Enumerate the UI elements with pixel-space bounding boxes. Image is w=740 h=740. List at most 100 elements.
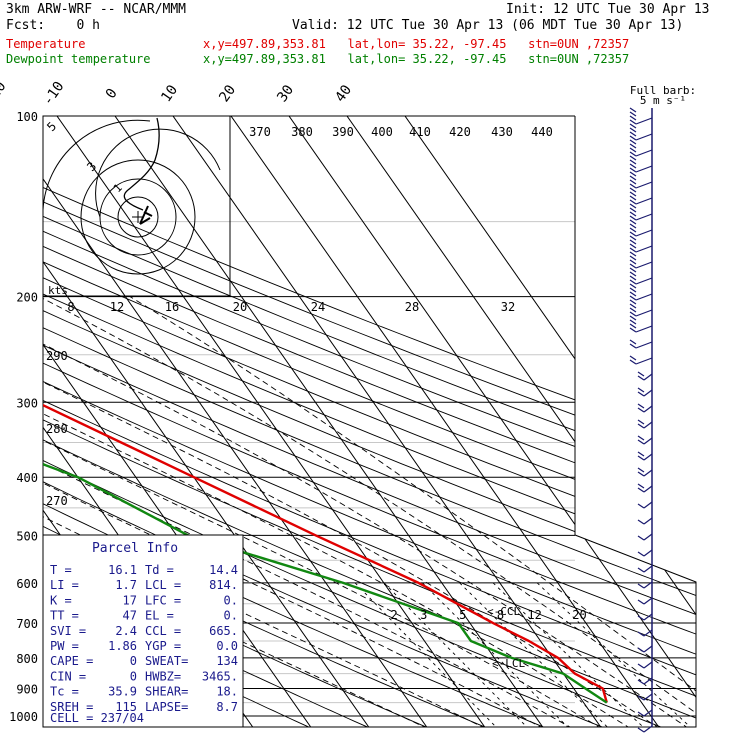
parcel-field-value: 1.7 [115, 578, 137, 592]
hodograph-outer-arc [42, 119, 221, 218]
wind-barb-title: Full barb: [630, 84, 696, 97]
temperature-tick-label: 40 [332, 82, 355, 105]
wind-barb [629, 339, 653, 349]
wind-barb [629, 219, 653, 237]
wind-barb [637, 419, 653, 429]
parcel-field-value: 0 [130, 654, 137, 668]
parcel-field-value: 0. [224, 609, 238, 623]
parcel-field-value: 3465. [202, 669, 238, 683]
parcel-field-value: 1.86 [108, 639, 137, 653]
parcel-field-value: 134 [216, 654, 238, 668]
dry-adiabat [43, 116, 696, 727]
isotherm-line [158, 116, 608, 727]
wind-barb [637, 451, 653, 461]
wind-barb [637, 501, 653, 509]
wind-barb [629, 251, 653, 269]
wind-barb [629, 139, 653, 157]
mixing-ratio-line [354, 582, 499, 727]
wind-barb [637, 549, 653, 557]
wind-barb [637, 435, 653, 445]
wind-barb [637, 661, 653, 669]
mixing-ratio-line [422, 582, 570, 727]
wind-barb [637, 565, 653, 573]
temperature-tick-label: 0 [103, 86, 121, 102]
wind-barb [637, 677, 653, 685]
parcel-cell: CELL = 237/04 [50, 711, 144, 725]
theta-label: 410 [409, 125, 431, 139]
dry-adiabat [43, 116, 696, 727]
wind-barb [629, 299, 653, 317]
parcel-field-value: 35.9 [108, 685, 137, 699]
wind-barb [637, 645, 653, 653]
wind-barb [637, 693, 653, 701]
valid-time: Valid: 12 UTC Tue 30 Apr 13 (06 MDT Tue … [292, 18, 684, 33]
hodograph-ring [117, 196, 159, 238]
temperature-tick-label: -10 [40, 79, 68, 109]
mixing-ratio-label: 20 [572, 608, 586, 622]
wind-barb [637, 517, 653, 525]
dry-adiabat [43, 116, 666, 727]
hodograph-speed-label: 32 [501, 300, 515, 314]
dry-adiabat [43, 116, 696, 727]
parcel-field-label: SREH = [50, 700, 93, 714]
mixing-ratio-line [492, 582, 646, 727]
wind-barb [629, 203, 653, 221]
parcel-field-label: YGP = [145, 639, 181, 653]
forecast-hour: Fcst: 0 h [6, 18, 100, 33]
pressure-tick-label: 300 [16, 396, 38, 410]
wind-barb [629, 355, 653, 365]
pressure-tick-label: 700 [16, 617, 38, 631]
wind-barb [637, 709, 653, 717]
wind-barb [629, 107, 653, 125]
hodograph-speed-label: 8 [67, 300, 74, 314]
parcel-field-label: EL = [145, 609, 174, 623]
mixing-ratio-label: 5 [459, 608, 466, 622]
parcel-field-value: 0.0 [216, 639, 238, 653]
isotherm-line [216, 116, 666, 727]
parcel-field-label: PW = [50, 639, 79, 653]
hodograph-speed-label: 12 [110, 300, 124, 314]
wind-barb [637, 371, 653, 381]
dry-adiabat [43, 116, 696, 727]
isotherm-line [0, 96, 27, 736]
model-title: 3km ARW-WRF -- NCAR/MMM [6, 2, 187, 17]
isotherm-line [274, 116, 696, 727]
wind-barb [629, 315, 653, 333]
pressure-tick-label: 900 [16, 683, 38, 697]
theta-label: 420 [449, 125, 471, 139]
wind-barb [637, 467, 653, 477]
moist-adiabat [43, 296, 545, 727]
isotherm-line [43, 116, 492, 727]
parcel-field-label: TT = [50, 609, 79, 623]
parcel-info-box [42, 534, 244, 728]
wind-barb [637, 581, 653, 589]
mixing-ratio-label: 8 [497, 608, 504, 622]
theta-side-label: 270 [46, 494, 68, 508]
mixing-ratio-line [459, 582, 610, 727]
parcel-field-label: CCL = [145, 624, 181, 638]
parcel-field-label: SHEAR= [145, 685, 188, 699]
hodograph-ring-label: 1 [111, 181, 125, 195]
isotherm-line [100, 116, 550, 727]
hodograph-speed-label: 16 [165, 300, 179, 314]
hodograph-center-mark [132, 211, 144, 223]
moist-adiabat [43, 296, 603, 727]
parcel-field-label: HWBZ= [145, 669, 181, 683]
pressure-tick-label: 1000 [9, 710, 38, 724]
parcel-field-value: 2.4 [115, 624, 137, 638]
parcel-field-label: SVI = [50, 624, 86, 638]
storm-motion-arrow [139, 205, 153, 225]
isotherm-line [43, 116, 376, 727]
dry-adiabat [43, 116, 696, 727]
mixing-ratio-label: 12 [527, 608, 541, 622]
wind-barb [629, 235, 653, 253]
dry-adiabat [43, 116, 696, 727]
parcel-field-value: 17 [123, 593, 137, 607]
wind-barb [629, 155, 653, 173]
dry-adiabat [43, 116, 696, 727]
parcel-field-value: 18. [216, 685, 238, 699]
theta-side-label: 280 [46, 422, 68, 436]
theta-side-label: 290 [46, 349, 68, 363]
theta-label: 380 [291, 125, 313, 139]
